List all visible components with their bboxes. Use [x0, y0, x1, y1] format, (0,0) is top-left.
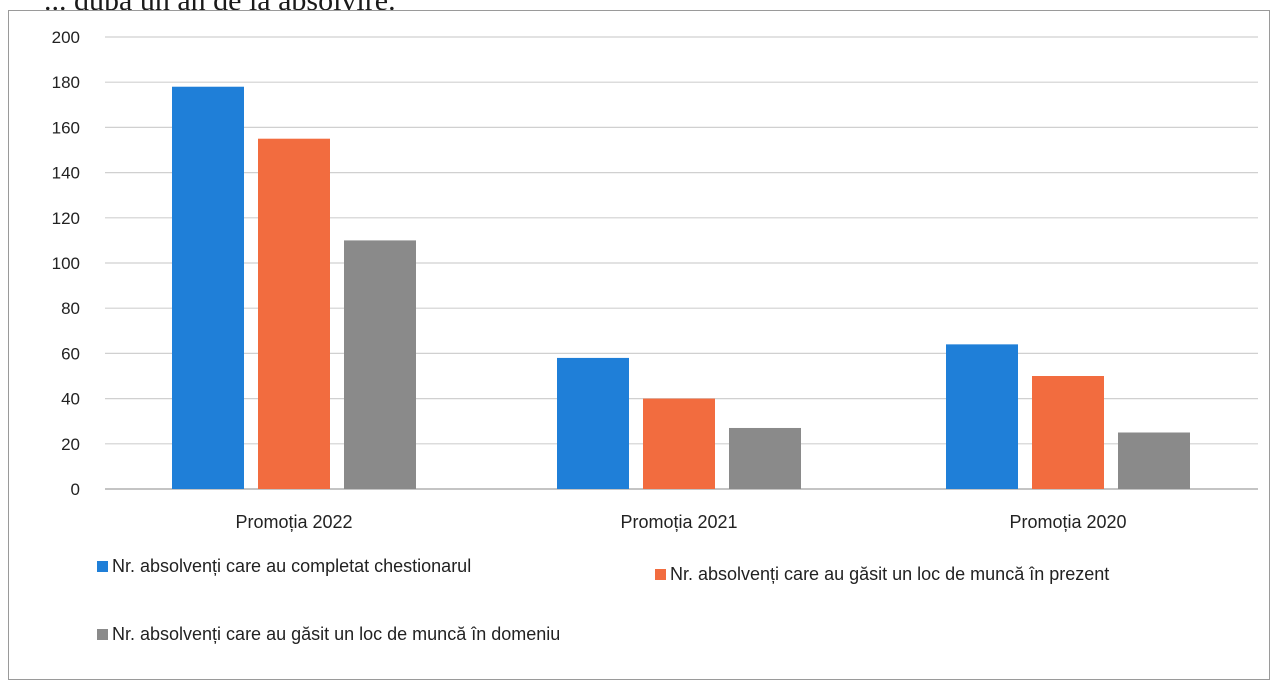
y-tick-label: 20	[61, 435, 80, 454]
bar	[1118, 432, 1190, 489]
x-category-label: Promoția 2022	[235, 512, 352, 532]
bar	[172, 86, 244, 489]
legend-label: Nr. absolvenți care au găsit un loc de m…	[670, 564, 1109, 584]
bar	[344, 240, 416, 489]
y-tick-label: 80	[61, 299, 80, 318]
bar	[258, 138, 330, 489]
legend-label: Nr. absolvenți care au completat chestio…	[112, 556, 471, 576]
legend-swatch	[97, 561, 108, 572]
y-tick-label: 140	[52, 164, 80, 183]
y-tick-label: 0	[71, 480, 80, 499]
y-tick-label: 60	[61, 344, 80, 363]
x-category-label: Promoția 2020	[1009, 512, 1126, 532]
y-tick-label: 120	[52, 209, 80, 228]
legend-swatch	[97, 629, 108, 640]
bar	[643, 398, 715, 489]
bar	[557, 357, 629, 489]
bar	[1032, 376, 1104, 489]
bar	[946, 344, 1018, 489]
legend-swatch	[655, 569, 666, 580]
y-tick-label: 40	[61, 390, 80, 409]
bar	[729, 427, 801, 489]
legend-label: Nr. absolvenți care au găsit un loc de m…	[112, 624, 560, 644]
y-tick-label: 160	[52, 118, 80, 137]
y-tick-label: 180	[52, 73, 80, 92]
y-tick-label: 200	[52, 28, 80, 47]
y-tick-label: 100	[52, 254, 80, 273]
x-category-label: Promoția 2021	[620, 512, 737, 532]
